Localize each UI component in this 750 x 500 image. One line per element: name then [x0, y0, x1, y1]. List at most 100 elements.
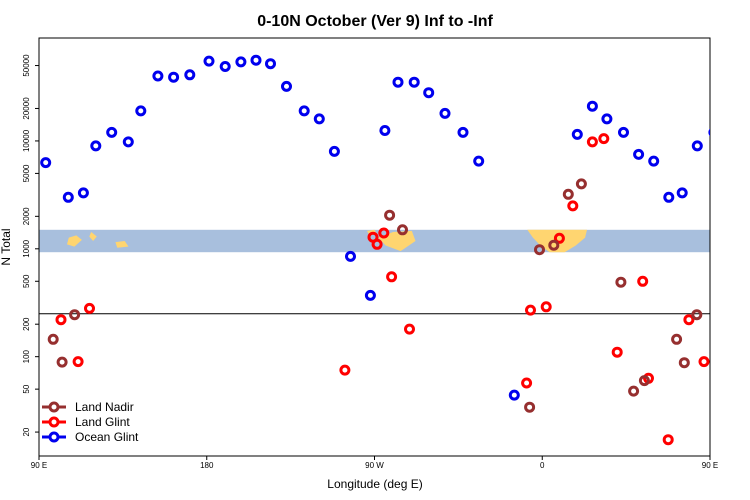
land-glint-point-10 — [525, 304, 536, 316]
legend-label-land-glint: Land Glint — [75, 415, 130, 429]
ocean-glint-point-24 — [423, 87, 435, 99]
ocean-glint-point-25 — [439, 107, 451, 119]
land-nadir-point-12 — [638, 375, 650, 387]
land-nadir-point-0 — [47, 333, 59, 345]
land-nadir-point-11 — [628, 385, 640, 397]
legend-label-land-nadir: Land Nadir — [75, 400, 134, 414]
ocean-glint-point-17 — [313, 113, 325, 125]
y-tick-label-8: 10000 — [22, 129, 31, 152]
ocean-glint-point-22 — [392, 76, 404, 88]
x-axis: 90 E 180 90 W 0 90 E — [31, 456, 718, 470]
land-glint-point-2 — [84, 302, 95, 314]
ocean-glint-point-30 — [586, 100, 598, 112]
ocean-glint-point-2 — [77, 187, 89, 199]
chart-title: 0-10N October (Ver 9) Inf to -Inf — [257, 13, 493, 30]
land-glint-point-1 — [72, 356, 84, 368]
land-shape-1 — [67, 235, 82, 247]
y-tick-label-3: 200 — [22, 317, 31, 331]
ocean-glint-point-36 — [676, 187, 688, 199]
ocean-glint-point-26 — [457, 126, 469, 138]
ocean-glint-point-33 — [633, 148, 645, 160]
ocean-glint-point-18 — [328, 145, 340, 157]
ocean-glint-point-23 — [408, 76, 420, 88]
ocean-glint-point-37 — [691, 140, 703, 152]
land-glint-point-5 — [371, 238, 383, 250]
ocean-glint-point-12 — [235, 56, 247, 68]
y-tick-label-1: 50 — [22, 384, 31, 393]
land-glint-point-12 — [553, 232, 565, 244]
ocean-glint-point-20 — [364, 289, 376, 301]
ocean-glint-point-9 — [184, 69, 196, 81]
map-band — [39, 229, 750, 253]
land-glint-point-17 — [637, 275, 649, 287]
y-tick-label-10: 50000 — [22, 54, 31, 77]
x-axis-label: Longitude (deg E) — [327, 477, 422, 491]
land-nadir-point-5 — [524, 401, 536, 413]
y-tick-label-7: 5000 — [22, 164, 31, 182]
land-glint-point-0 — [55, 314, 67, 326]
ocean-glint-point-29 — [571, 128, 583, 140]
ocean-glint-point-3 — [90, 140, 102, 152]
land-nadir-point-4 — [397, 224, 408, 236]
x-tick-label-1: 180 — [200, 461, 214, 470]
ocean-glint-point-39 — [726, 138, 734, 146]
legend-marker-ocean-glint — [48, 431, 60, 443]
land-glint-point-3 — [339, 364, 351, 376]
land-glint-point-6 — [378, 227, 390, 239]
land-glint-point-7 — [386, 271, 398, 283]
land-nadir-point-2 — [69, 309, 81, 321]
ocean-glint-point-21 — [379, 125, 391, 136]
ocean-glint-point-4 — [106, 126, 118, 138]
land-glint-point-14 — [586, 136, 598, 148]
land-nadir-point-15 — [691, 309, 703, 321]
ocean-glint-point-16 — [298, 105, 310, 117]
data-points — [40, 54, 748, 446]
land-nadir-point-7 — [548, 239, 560, 251]
ocean-glint-point-32 — [618, 126, 629, 138]
land-glint-point-8 — [404, 323, 415, 335]
ocean-glint-point-10 — [203, 55, 215, 67]
land-glint-point-13 — [567, 200, 579, 212]
land-nadir-point-13 — [671, 333, 683, 345]
legend-marker-land-nadir — [48, 401, 60, 413]
legend-label-ocean-glint: Ocean Glint — [75, 430, 139, 444]
ocean-glint-point-35 — [663, 191, 675, 203]
ocean-glint-point-7 — [152, 70, 164, 82]
ocean-glint-point-15 — [281, 80, 292, 92]
ocean-glint-point-6 — [135, 105, 147, 117]
land-nadir-point-8 — [562, 188, 574, 200]
x-tick-label-0: 90 E — [31, 461, 47, 470]
ocean-glint-point-0 — [40, 157, 52, 169]
y-axis: 20 50 100 200 500 1000 2000 5000 10000 20000 50000 — [22, 54, 39, 437]
x-tick-label-4: 90 E — [702, 461, 718, 470]
y-tick-label-5: 1000 — [22, 239, 31, 257]
ocean-glint-point-14 — [265, 58, 276, 70]
land-glint-point-11 — [540, 301, 552, 313]
land-glint-point-21 — [698, 356, 710, 368]
legend-marker-land-glint — [48, 416, 60, 428]
y-tick-label-9: 20000 — [22, 97, 31, 120]
ocean-glint-point-8 — [168, 71, 180, 83]
land-nadir-point-9 — [575, 178, 587, 190]
land-shape-2 — [89, 232, 97, 241]
land-glint-point-20 — [683, 314, 695, 326]
land-shape-6 — [738, 235, 750, 246]
land-nadir-point-6 — [534, 244, 545, 256]
x-tick-label-3: 0 — [540, 461, 545, 470]
y-tick-label-4: 500 — [22, 274, 31, 288]
ocean-glint-point-13 — [250, 54, 262, 66]
ocean-glint-point-31 — [601, 113, 613, 125]
land-glint-point-19 — [662, 434, 674, 446]
ocean-glint-point-28 — [508, 389, 520, 401]
land-shape-3 — [115, 241, 129, 248]
y-tick-label-2: 100 — [22, 349, 31, 363]
land-glint-point-16 — [611, 346, 623, 358]
ocean-glint-point-40 — [740, 107, 748, 115]
ocean-glint-point-19 — [345, 250, 356, 262]
land-glint-point-15 — [598, 133, 610, 145]
y-tick-label-6: 2000 — [22, 207, 31, 225]
ocean-glint-point-27 — [473, 155, 485, 167]
x-tick-label-2: 90 W — [365, 461, 384, 470]
ocean-glint-point-38 — [708, 128, 710, 137]
